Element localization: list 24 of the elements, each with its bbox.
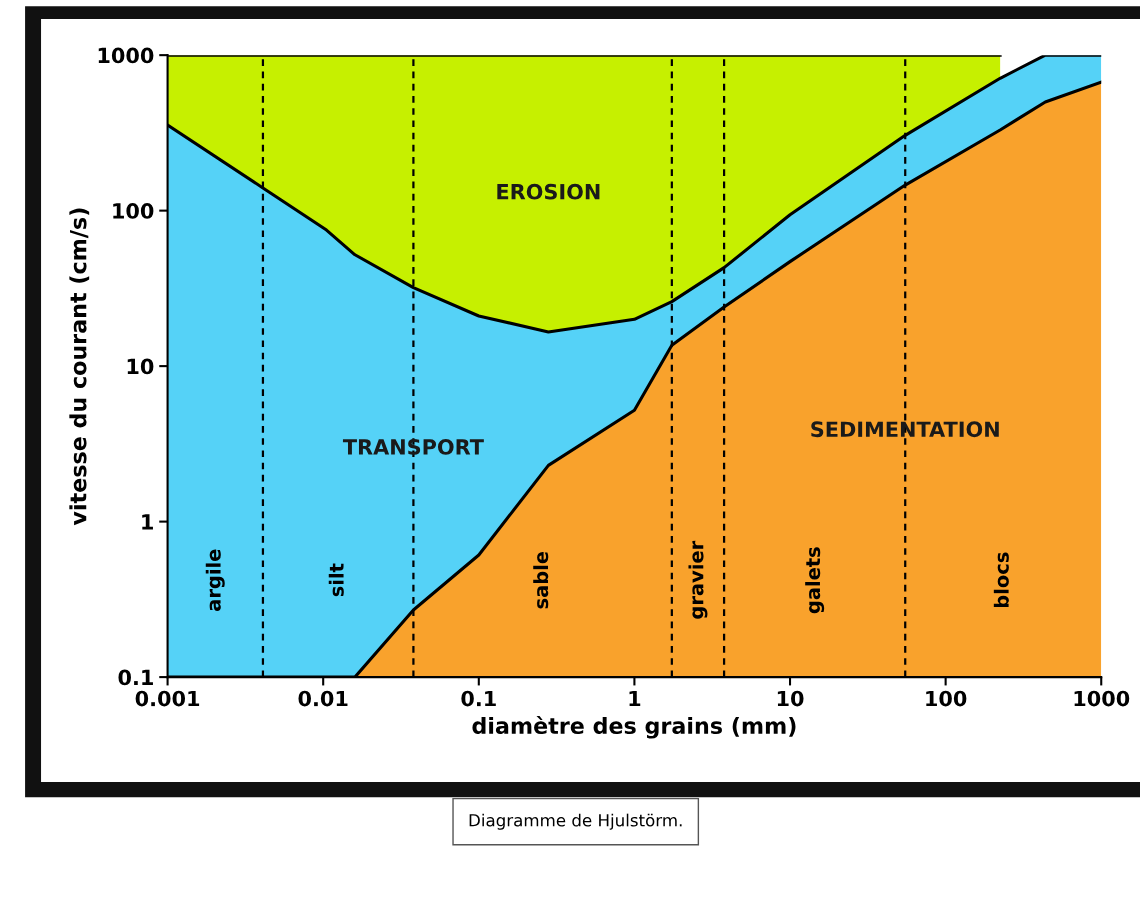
x-tick-label: 0.1 bbox=[461, 690, 496, 707]
annotation: argile bbox=[205, 549, 225, 611]
annotation: blocs bbox=[993, 552, 1009, 608]
x-axis-title: diamètre des grains (mm) bbox=[472, 716, 796, 739]
y-tick-label: 1 bbox=[142, 514, 153, 530]
annotation: galets bbox=[805, 547, 825, 614]
series-label: TRANSPORT bbox=[342, 439, 484, 455]
y-tick-label: 0.1 bbox=[118, 669, 153, 686]
x-tick-label: 1 bbox=[629, 690, 641, 707]
annotation: sable bbox=[533, 551, 549, 609]
series-label: SEDIMENTATION bbox=[811, 421, 999, 438]
annotation: gravier bbox=[688, 540, 708, 619]
x-tick-label: 0.01 bbox=[298, 690, 348, 707]
y-tick-label: 10 bbox=[127, 358, 154, 375]
x-tick-label: 100 bbox=[926, 690, 967, 707]
y-axis-title: vitesse du courant (cm/s) bbox=[69, 208, 90, 526]
y-tick-label: 1000 bbox=[98, 47, 154, 64]
x-tick-label: 1000 bbox=[1074, 690, 1130, 707]
annotation: silt bbox=[328, 563, 344, 597]
x-tick-label: 0.001 bbox=[135, 690, 200, 707]
series-label: EROSION bbox=[497, 183, 600, 200]
text: Diagramme de Hjulstörm. bbox=[469, 813, 682, 830]
y-tick-label: 100 bbox=[113, 203, 154, 219]
x-tick-label: 10 bbox=[777, 690, 804, 707]
